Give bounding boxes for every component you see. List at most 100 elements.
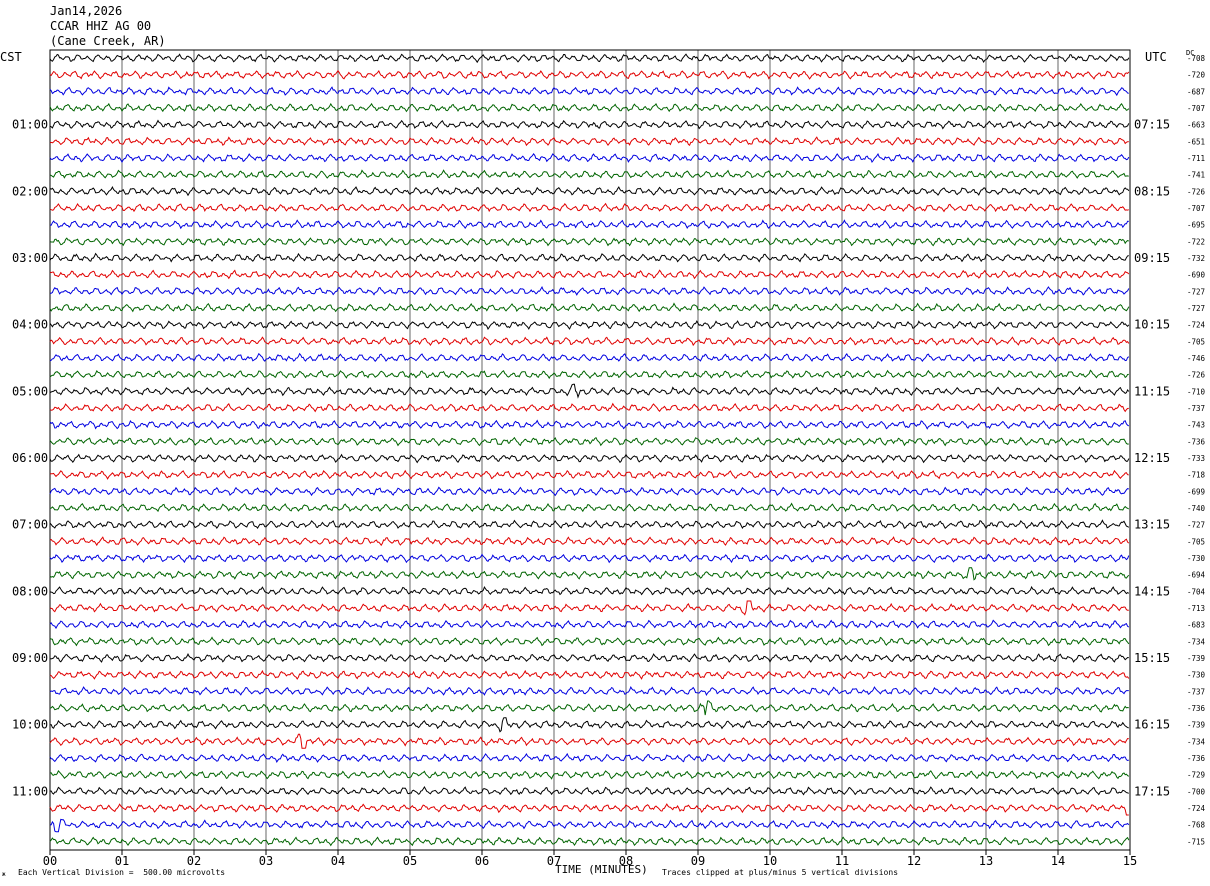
x-tick-label: 13 <box>979 854 993 868</box>
seismic-trace <box>49 237 1129 247</box>
seismic-trace <box>49 469 1129 480</box>
seismic-trace <box>49 553 1130 564</box>
utc-hour-label: 12:15 <box>1134 451 1170 465</box>
seismic-trace <box>49 53 1130 64</box>
dc-offset-label: -741 <box>1187 171 1205 180</box>
x-tick-label: 09 <box>691 854 705 868</box>
dc-offset-label: -724 <box>1187 321 1206 330</box>
dc-offset-label: -705 <box>1187 337 1205 346</box>
seismic-trace <box>49 502 1130 513</box>
utc-hour-label: 13:15 <box>1134 518 1170 532</box>
x-tick-label: 14 <box>1051 854 1065 868</box>
dc-offset-label: -740 <box>1187 504 1206 513</box>
seismic-trace <box>49 119 1130 130</box>
dc-offset-label: -720 <box>1187 71 1206 80</box>
dc-offset-label: -730 <box>1187 671 1206 680</box>
seismic-trace <box>49 717 1129 733</box>
cst-hour-label: 07:00 <box>12 518 48 532</box>
dc-offset-label: -707 <box>1187 204 1205 213</box>
credit-mark: ж <box>2 871 6 878</box>
dc-offset-label: -736 <box>1187 754 1206 763</box>
dc-offset-label: -704 <box>1187 587 1206 596</box>
dc-offset-label: -727 <box>1187 304 1205 313</box>
x-axis-label: TIME (MINUTES) <box>555 863 648 876</box>
cst-hour-label: 11:00 <box>12 784 48 798</box>
station-code: CCAR HHZ AG 00 <box>50 19 152 33</box>
cst-hour-label: 06:00 <box>12 451 48 465</box>
dc-offset-label: -733 <box>1187 454 1205 463</box>
seismic-trace <box>49 836 1130 847</box>
seismic-trace <box>49 186 1130 197</box>
utc-hour-label: 14:15 <box>1134 584 1170 598</box>
seismic-trace <box>49 352 1130 363</box>
left-timezone-label: CST <box>0 50 22 64</box>
scale-note: Each Vertical Division = 500.00 microvol… <box>18 868 226 877</box>
seismic-trace <box>49 383 1130 399</box>
seismic-trace <box>49 685 1129 697</box>
dc-offset-label: -724 <box>1187 804 1206 813</box>
seismic-trace <box>49 136 1129 147</box>
seismic-trace <box>49 600 1129 616</box>
x-tick-label: 06 <box>475 854 489 868</box>
seismic-trace <box>49 567 1130 581</box>
x-tick-label: 12 <box>907 854 921 868</box>
seismic-trace <box>49 769 1130 780</box>
dc-offset-label: -727 <box>1187 287 1205 296</box>
cst-hour-label: 04:00 <box>12 318 48 332</box>
dc-offset-label: -683 <box>1187 621 1205 630</box>
utc-hour-label: 10:15 <box>1134 318 1170 332</box>
dc-offset-label: -726 <box>1187 187 1206 196</box>
seismic-trace <box>49 69 1130 80</box>
utc-hour-label: 09:15 <box>1134 251 1170 265</box>
seismic-trace <box>49 102 1130 113</box>
cst-hour-label: 10:00 <box>12 718 48 732</box>
dc-offset-label: -715 <box>1187 837 1205 846</box>
x-tick-label: 00 <box>43 854 57 868</box>
dc-offset-label: -739 <box>1187 654 1205 663</box>
seismic-trace <box>49 86 1129 97</box>
dc-offset-label: -746 <box>1187 354 1206 363</box>
dc-offset-label: -726 <box>1187 371 1206 380</box>
x-tick-label: 03 <box>259 854 273 868</box>
utc-hour-label: 16:15 <box>1134 718 1170 732</box>
dc-offset-label: -651 <box>1187 137 1205 146</box>
cst-hour-label: 01:00 <box>12 118 48 132</box>
seismic-trace <box>49 252 1129 263</box>
seismic-trace <box>49 419 1130 430</box>
cst-hour-label: 08:00 <box>12 584 48 598</box>
dc-offset-label: -710 <box>1187 387 1206 396</box>
dc-offset-label: -694 <box>1187 571 1206 580</box>
dc-offset-label: -687 <box>1187 87 1205 96</box>
seismic-trace <box>49 202 1129 213</box>
right-timezone-label: UTC <box>1145 50 1167 64</box>
utc-hour-label: 08:15 <box>1134 184 1170 198</box>
dc-offset-label: -768 <box>1187 821 1206 830</box>
dc-offset-label: -734 <box>1187 637 1206 646</box>
x-tick-label: 02 <box>187 854 201 868</box>
utc-hour-label: 11:15 <box>1134 384 1170 398</box>
dc-offset-label: -736 <box>1187 437 1206 446</box>
dc-offset-label: -729 <box>1187 771 1205 780</box>
dc-offset-label: -690 <box>1187 271 1206 280</box>
dc-offset-label: -705 <box>1187 537 1205 546</box>
seismic-trace <box>49 700 1129 716</box>
dc-offset-label: -737 <box>1187 404 1205 413</box>
seismic-trace <box>49 818 1130 833</box>
seismic-trace <box>49 336 1130 347</box>
dc-offset-label: -707 <box>1187 104 1205 113</box>
dc-offset-label: -743 <box>1187 421 1205 430</box>
seismic-trace <box>49 436 1129 447</box>
plot-frame <box>49 49 1131 851</box>
x-tick-label: 04 <box>331 854 345 868</box>
x-tick-label: 01 <box>115 854 129 868</box>
station-location: (Cane Creek, AR) <box>50 34 166 48</box>
seismic-trace <box>49 786 1129 796</box>
dc-offset-label: -708 <box>1187 54 1206 63</box>
seismic-trace <box>49 652 1129 663</box>
dc-offset-label: -734 <box>1187 737 1206 746</box>
utc-hour-label: 15:15 <box>1134 651 1170 665</box>
seismic-trace <box>49 152 1130 163</box>
seismic-trace <box>49 585 1130 596</box>
seismic-trace <box>49 636 1130 647</box>
cst-hour-label: 02:00 <box>12 184 48 198</box>
